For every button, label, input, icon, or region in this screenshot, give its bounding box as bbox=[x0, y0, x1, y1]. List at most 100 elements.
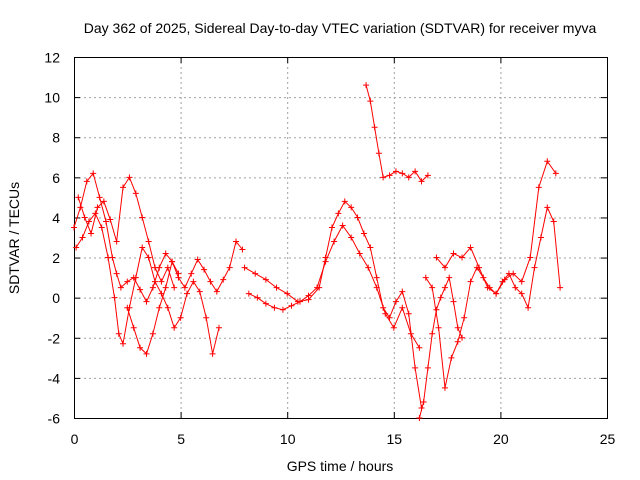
data-point bbox=[177, 314, 184, 321]
data-series-trace-a bbox=[71, 170, 246, 305]
data-point bbox=[467, 278, 474, 285]
data-point bbox=[124, 304, 131, 311]
data-point bbox=[467, 244, 474, 251]
data-point bbox=[288, 302, 295, 309]
data-point bbox=[162, 284, 169, 291]
data-point bbox=[373, 284, 380, 291]
data-point bbox=[501, 276, 508, 283]
data-point bbox=[305, 292, 312, 299]
data-point bbox=[392, 298, 399, 305]
data-point bbox=[512, 284, 519, 291]
y-tick-label: 4 bbox=[52, 210, 60, 226]
y-tick-label: 6 bbox=[52, 170, 60, 186]
data-point bbox=[239, 246, 246, 253]
data-point bbox=[454, 338, 461, 345]
data-point bbox=[169, 258, 176, 265]
series-line bbox=[75, 212, 220, 354]
data-series-trace-h bbox=[422, 204, 564, 391]
data-point bbox=[429, 330, 436, 337]
data-point bbox=[117, 284, 124, 291]
data-point bbox=[209, 350, 216, 357]
data-point bbox=[149, 284, 156, 291]
data-point bbox=[175, 270, 182, 277]
data-point bbox=[390, 324, 397, 331]
data-point bbox=[544, 158, 551, 165]
data-point bbox=[348, 204, 355, 211]
data-point bbox=[416, 344, 423, 351]
y-tick-label: 8 bbox=[52, 130, 60, 146]
data-point bbox=[441, 284, 448, 291]
data-point bbox=[71, 224, 77, 231]
y-tick-label: -6 bbox=[48, 411, 61, 427]
data-point bbox=[220, 276, 227, 283]
data-point bbox=[81, 214, 88, 221]
grid bbox=[74, 57, 607, 418]
data-point bbox=[399, 304, 406, 311]
data-point bbox=[550, 218, 557, 225]
y-axis-label: SDTVAR / TECUs bbox=[6, 182, 22, 294]
data-point bbox=[183, 290, 190, 297]
data-point bbox=[79, 234, 86, 241]
data-points bbox=[71, 82, 564, 421]
data-point bbox=[143, 298, 150, 305]
data-point bbox=[162, 250, 169, 257]
data-point bbox=[493, 290, 500, 297]
data-point bbox=[73, 244, 80, 251]
data-point bbox=[158, 278, 165, 285]
data-point bbox=[405, 310, 412, 317]
data-point bbox=[296, 298, 303, 305]
data-point bbox=[245, 290, 252, 297]
data-point bbox=[201, 266, 208, 273]
data-point bbox=[331, 238, 338, 245]
series-line bbox=[365, 84, 429, 183]
data-point bbox=[367, 244, 374, 251]
data-point bbox=[273, 284, 280, 291]
x-tick-label: 5 bbox=[177, 431, 185, 447]
y-tick-label: -4 bbox=[48, 370, 61, 386]
data-point bbox=[373, 274, 380, 281]
data-point bbox=[392, 168, 399, 175]
data-point bbox=[454, 324, 461, 331]
data-point bbox=[450, 298, 457, 305]
data-point bbox=[271, 304, 278, 311]
data-point bbox=[422, 274, 429, 281]
data-point bbox=[207, 278, 214, 285]
data-point bbox=[418, 178, 425, 185]
data-point bbox=[98, 224, 105, 231]
data-point bbox=[380, 174, 387, 181]
data-point bbox=[262, 276, 269, 283]
data-series-trace-j bbox=[416, 274, 466, 421]
data-point bbox=[348, 234, 355, 241]
data-series-trace-e bbox=[241, 198, 425, 411]
series-line bbox=[73, 172, 243, 303]
data-point bbox=[241, 264, 248, 271]
data-point bbox=[115, 330, 122, 337]
data-point bbox=[375, 150, 382, 157]
y-tick-label: 10 bbox=[44, 90, 60, 106]
data-point bbox=[126, 174, 133, 181]
y-tick-label: 2 bbox=[52, 250, 60, 266]
data-point bbox=[171, 324, 178, 331]
data-series-trace-i bbox=[433, 158, 559, 297]
y-tick-label: 12 bbox=[44, 50, 60, 66]
data-series-trace-d bbox=[124, 258, 182, 357]
data-point bbox=[90, 170, 97, 177]
data-point bbox=[525, 304, 532, 311]
data-point bbox=[139, 214, 146, 221]
data-point bbox=[433, 306, 440, 313]
data-point bbox=[552, 170, 559, 177]
data-point bbox=[424, 172, 431, 179]
data-point bbox=[120, 184, 127, 191]
data-point bbox=[85, 218, 92, 225]
data-point bbox=[139, 244, 146, 251]
x-tick-label: 20 bbox=[493, 431, 509, 447]
data-point bbox=[518, 290, 525, 297]
x-tick-label: 0 bbox=[71, 431, 79, 447]
data-point bbox=[252, 270, 259, 277]
data-point bbox=[527, 254, 534, 261]
data-point bbox=[441, 264, 448, 271]
data-point bbox=[407, 330, 414, 337]
data-series-trace-g bbox=[363, 82, 431, 185]
data-point bbox=[412, 168, 419, 175]
data-point bbox=[382, 310, 389, 317]
